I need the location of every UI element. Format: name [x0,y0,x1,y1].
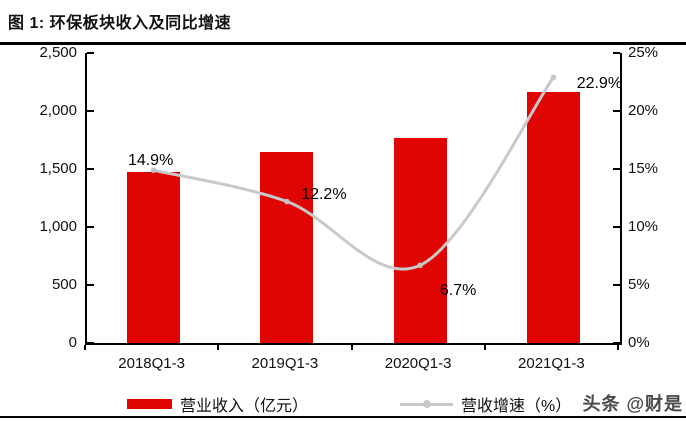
axis-tick [613,226,620,228]
y-axis-tick-label: 15% [628,160,659,177]
growth-data-label: 14.9% [127,152,174,170]
revenue-bar-swatch [127,399,172,409]
axis-tick [613,52,620,54]
axis-tick [617,345,619,350]
watermark: 头条 @财是 [582,394,683,414]
growth-line-swatch [400,400,453,408]
x-axis-tick-label: 2019Q1-3 [251,355,319,372]
axis-tick [613,284,620,286]
legend-item-growth: 营收增速（%） [400,394,572,415]
y-axis-tick-label: 1,000 [39,218,77,235]
y-axis-tick-label: 10% [628,218,659,235]
axis-tick [87,168,94,170]
line-marker [417,262,423,269]
axis-tick [87,284,94,286]
y-axis-tick-label: 25% [628,44,659,61]
legend-item-revenue: 营业收入（亿元） [127,394,309,415]
revenue-bar [127,172,181,343]
growth-line [150,74,557,271]
legend-label-revenue: 营业收入（亿元） [180,398,309,415]
x-axis-tick-label: 2020Q1-3 [384,355,452,372]
axis-tick [87,342,94,344]
x-axis-tick-label: 2021Q1-3 [518,355,585,372]
axis-tick [87,52,94,54]
revenue-bar [260,152,314,343]
axis-tick [613,342,620,344]
bottom-divider [0,416,686,418]
axis-tick [350,345,353,350]
revenue-bar [393,137,447,343]
growth-data-label: 12.2% [301,186,347,204]
title-divider [0,42,686,45]
x-axis-tick-label: 2018Q1-3 [118,355,185,372]
revenue-bar [526,91,580,343]
line-marker [284,198,290,205]
y-axis-tick-label: 0 [68,334,77,351]
growth-data-label: 6.7% [439,282,477,300]
line-marker [550,74,557,81]
axis-tick [613,168,620,170]
axis-tick [217,345,220,350]
line-marker [150,167,157,173]
y-axis-tick-label: 1,500 [39,160,77,177]
axis-tick [613,110,620,112]
y-axis-tick-label: 2,500 [39,44,77,61]
y-axis-tick-label: 0% [628,334,650,351]
y-axis-tick-label: 20% [628,102,659,119]
plot-area: 14.9% 12.2% 6.7% 22.9% [85,52,623,345]
axis-tick [87,110,94,112]
legend-label-growth: 营收增速（%） [461,398,572,415]
growth-line-layer [87,53,620,343]
y-axis-tick-label: 5% [628,276,650,293]
y-axis-tick-label: 500 [51,276,77,293]
y-axis-tick-label: 2,000 [39,102,77,119]
chart-title: 图 1: 环保板块收入及同比增速 [8,15,232,32]
axis-tick [84,345,86,350]
growth-line-marker [422,400,431,408]
axis-tick [87,226,94,228]
axis-tick [483,345,486,350]
growth-data-label: 22.9% [576,75,623,93]
